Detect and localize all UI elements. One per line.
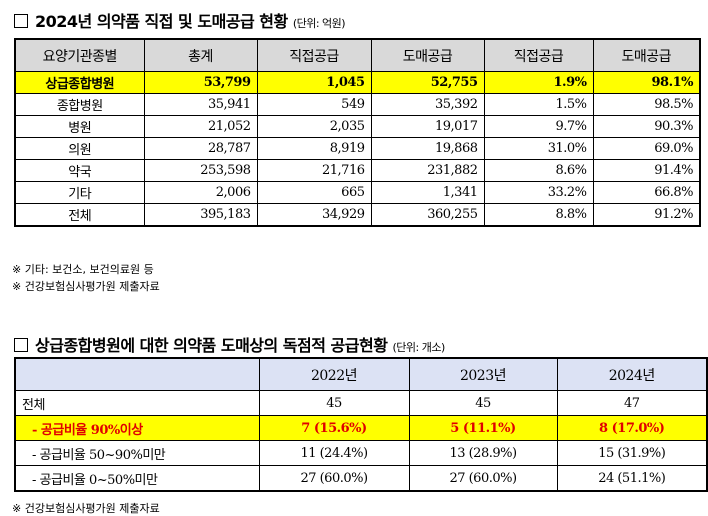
table-cell: 8.6%: [483, 159, 594, 182]
table-cell: 53,799: [143, 71, 258, 94]
table-cell: 360,255: [370, 203, 485, 227]
table-cell: 7 (15.6%): [258, 415, 410, 441]
table-cell: 549: [256, 93, 372, 116]
table-cell: - 공급비율 0~50%미만: [14, 465, 260, 492]
table-cell: 21,052: [143, 115, 258, 138]
table-cell: 231,882: [370, 159, 485, 182]
table-cell: 19,868: [370, 137, 485, 160]
table-cell: 9.7%: [483, 115, 594, 138]
table-cell: 35,392: [370, 93, 485, 116]
table-cell: 전체: [14, 390, 260, 416]
table-cell: 19,017: [370, 115, 485, 138]
table-cell: 병원: [14, 115, 145, 138]
table-cell: 의원: [14, 137, 145, 160]
table-cell: 91.4%: [592, 159, 701, 182]
table-cell: 약국: [14, 159, 145, 182]
table-cell: 27 (60.0%): [408, 465, 558, 492]
table-cell: - 공급비율 50~90%미만: [14, 440, 260, 466]
header-cell: 2024년: [556, 357, 708, 391]
header-row: 요양기관종별 총계 직접공급 도매공급 직접공급 도매공급: [14, 38, 701, 72]
table-cell: 11 (24.4%): [258, 440, 410, 466]
table-cell: 2,006: [143, 181, 258, 204]
section1-title: 2024년 의약품 직접 및 도매공급 현황 (단위: 억원): [14, 8, 346, 32]
footnote: ※ 건강보험심사평가원 제출자료: [12, 502, 160, 515]
table-cell: 31.0%: [483, 137, 594, 160]
table-row: 전체 395,183 34,929 360,255 8.8% 91.2%: [14, 203, 701, 227]
header-cell: 2023년: [408, 357, 558, 391]
table-cell: 91.2%: [592, 203, 701, 227]
table-cell: 1.5%: [483, 93, 594, 116]
header-cell: 도매공급: [370, 38, 485, 72]
header-cell: [14, 357, 260, 391]
table-row: 약국 253,598 21,716 231,882 8.6% 91.4%: [14, 159, 701, 182]
table-row: 종합병원 35,941 549 35,392 1.5% 98.5%: [14, 93, 701, 116]
table-cell: 665: [256, 181, 372, 204]
table-cell: 상급종합병원: [14, 71, 145, 94]
table-row: - 공급비율 50~90%미만 11 (24.4%) 13 (28.9%) 15 (3…: [14, 440, 708, 466]
header-cell: 직접공급: [256, 38, 372, 72]
table-cell: 2,035: [256, 115, 372, 138]
checkbox-square-icon: [14, 338, 28, 352]
checkbox-square-icon: [14, 14, 28, 28]
table-cell: 47: [556, 390, 708, 416]
table-cell: 8,919: [256, 137, 372, 160]
header-cell: 2022년: [258, 357, 410, 391]
table-cell: 52,755: [370, 71, 485, 94]
table-cell: 253,598: [143, 159, 258, 182]
table-cell: 98.1%: [592, 71, 701, 94]
table-cell: 27 (60.0%): [258, 465, 410, 492]
unit-label: (단위: 억원): [292, 17, 346, 30]
table-row: 의원 28,787 8,919 19,868 31.0% 69.0%: [14, 137, 701, 160]
table-cell: 13 (28.9%): [408, 440, 558, 466]
table-row: 전체 45 45 47: [14, 390, 708, 416]
table-cell: 34,929: [256, 203, 372, 227]
table-cell: 15 (31.9%): [556, 440, 708, 466]
table-cell: - 공급비율 90%이상: [14, 415, 260, 441]
table-row: 병원 21,052 2,035 19,017 9.7% 90.3%: [14, 115, 701, 138]
table-cell: 기타: [14, 181, 145, 204]
footnote: ※ 기타: 보건소, 보건의료원 등: [12, 263, 154, 276]
table-cell: 21,716: [256, 159, 372, 182]
header-row: 2022년 2023년 2024년: [14, 357, 708, 391]
section2-title: 상급종합병원에 대한 의약품 도매상의 독점적 공급현황 (단위: 개소): [14, 332, 445, 356]
footnote: ※ 건강보험심사평가원 제출자료: [12, 280, 160, 293]
header-cell: 요양기관종별: [14, 38, 145, 72]
table-cell: 8 (17.0%): [556, 415, 708, 441]
header-cell: 직접공급: [483, 38, 594, 72]
table-cell: 98.5%: [592, 93, 701, 116]
table-cell: 45: [408, 390, 558, 416]
table-cell: 395,183: [143, 203, 258, 227]
table-row: 기타 2,006 665 1,341 33.2% 66.8%: [14, 181, 701, 204]
unit-label: (단위: 개소): [392, 341, 446, 354]
monopoly-table: 2022년 2023년 2024년 전체 45 45 47- 공급비율 90%이상 7 …: [14, 357, 708, 492]
header-cell: 총계: [143, 38, 258, 72]
header-cell: 도매공급: [592, 38, 701, 72]
table-row: 상급종합병원 53,799 1,045 52,755 1.9% 98.1%: [14, 71, 701, 94]
table-cell: 90.3%: [592, 115, 701, 138]
table-cell: 1.9%: [483, 71, 594, 94]
table-cell: 1,341: [370, 181, 485, 204]
table-cell: 8.8%: [483, 203, 594, 227]
table-cell: 24 (51.1%): [556, 465, 708, 492]
title-text: 2024년 의약품 직접 및 도매공급 현황: [35, 12, 288, 31]
table-row: - 공급비율 0~50%미만 27 (60.0%) 27 (60.0%) 24 (51…: [14, 465, 708, 492]
table-row: - 공급비율 90%이상 7 (15.6%) 5 (11.1%) 8 (17.0%): [14, 415, 708, 441]
table-cell: 28,787: [143, 137, 258, 160]
table-cell: 5 (11.1%): [408, 415, 558, 441]
title-text: 상급종합병원에 대한 의약품 도매상의 독점적 공급현황: [35, 336, 388, 355]
table-cell: 66.8%: [592, 181, 701, 204]
table-cell: 1,045: [256, 71, 372, 94]
table-cell: 45: [258, 390, 410, 416]
table-cell: 종합병원: [14, 93, 145, 116]
supply-table: 요양기관종별 총계 직접공급 도매공급 직접공급 도매공급 상급종합병원 53,7…: [14, 38, 701, 227]
table-cell: 69.0%: [592, 137, 701, 160]
table-cell: 35,941: [143, 93, 258, 116]
table-cell: 33.2%: [483, 181, 594, 204]
table-cell: 전체: [14, 203, 145, 227]
